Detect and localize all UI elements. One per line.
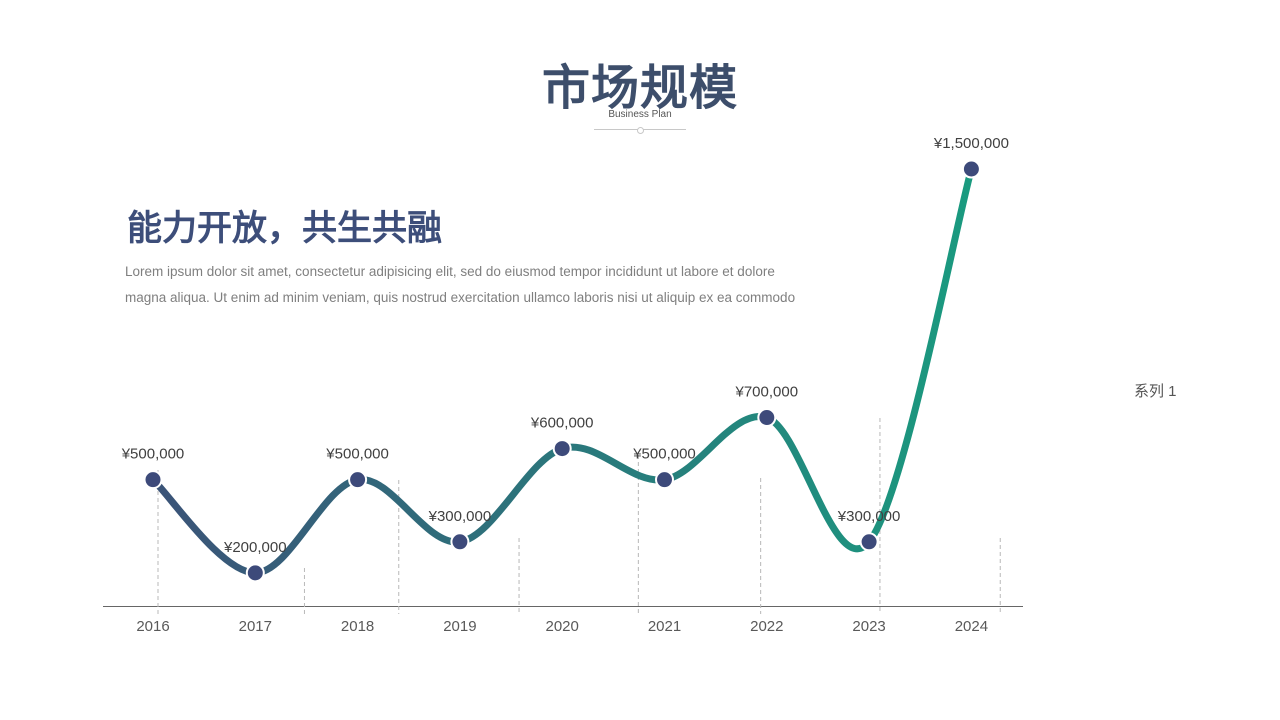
legend-line-icon	[1092, 388, 1132, 393]
data-value-label: ¥600,000	[530, 415, 594, 432]
data-value-label: ¥500,000	[632, 446, 696, 463]
data-point-marker	[348, 470, 368, 490]
x-tick-label: 2016	[136, 618, 169, 635]
data-point-marker	[245, 563, 265, 583]
data-point-marker	[143, 470, 163, 490]
divider-dot	[637, 127, 644, 134]
page-subtitle: Business Plan	[608, 109, 672, 120]
section-body-text: Lorem ipsum dolor sit amet, consectetur …	[125, 264, 796, 305]
data-value-label: ¥500,000	[121, 446, 185, 463]
section-headline: 能力开放，共生共融	[127, 209, 443, 249]
x-tick-label: 2022	[750, 618, 783, 635]
data-value-label: ¥700,000	[735, 384, 799, 401]
x-tick-label: 2024	[955, 618, 988, 635]
x-tick-label: 2020	[546, 618, 579, 635]
data-point-marker	[757, 408, 777, 428]
data-point-marker	[552, 439, 572, 459]
x-tick-label: 2018	[341, 618, 374, 635]
data-value-label: ¥300,000	[837, 508, 901, 525]
page-title: 市场规模	[541, 60, 738, 116]
data-point-marker	[961, 159, 981, 179]
data-value-label: ¥1,500,000	[933, 135, 1009, 152]
data-value-label: ¥500,000	[325, 446, 389, 463]
chart-legend: 系列 1	[1092, 380, 1177, 401]
data-value-label: ¥200,000	[223, 539, 287, 556]
data-point-marker	[655, 470, 674, 490]
legend-label: 系列 1	[1134, 383, 1177, 400]
data-point-marker	[859, 532, 879, 552]
x-tick-label: 2019	[443, 618, 476, 635]
x-tick-label: 2023	[852, 618, 885, 635]
x-tick-label: 2021	[648, 618, 681, 635]
data-point-marker	[450, 532, 470, 552]
x-tick-label: 2017	[239, 618, 272, 635]
data-value-label: ¥300,000	[428, 508, 492, 525]
